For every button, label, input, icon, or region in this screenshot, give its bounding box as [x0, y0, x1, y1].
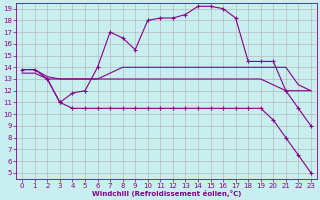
X-axis label: Windchill (Refroidissement éolien,°C): Windchill (Refroidissement éolien,°C) — [92, 190, 241, 197]
